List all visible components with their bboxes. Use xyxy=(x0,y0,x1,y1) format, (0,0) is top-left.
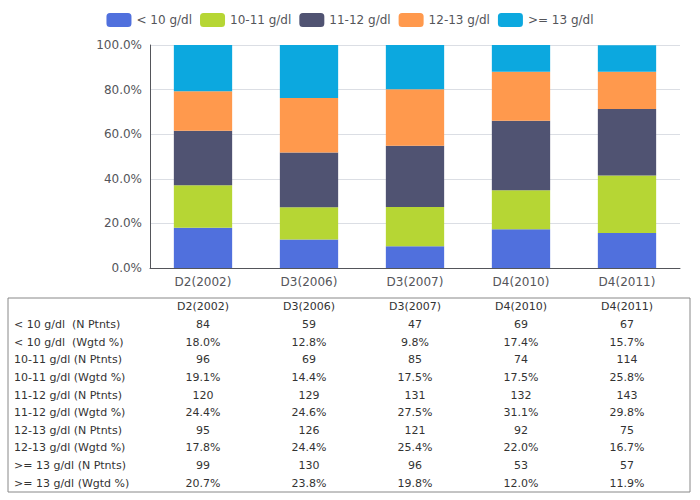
svg-text:14.4%: 14.4% xyxy=(292,371,327,384)
svg-text:29.8%: 29.8% xyxy=(610,406,645,419)
svg-text:25.8%: 25.8% xyxy=(610,371,645,384)
svg-text:D4(2011): D4(2011) xyxy=(599,275,656,289)
svg-text:24.4%: 24.4% xyxy=(292,441,327,454)
svg-text:15.7%: 15.7% xyxy=(610,336,645,349)
svg-text:D3(2006): D3(2006) xyxy=(281,275,338,289)
svg-text:11-12 g/dl (N Ptnts): 11-12 g/dl (N Ptnts) xyxy=(14,389,122,402)
svg-text:17.5%: 17.5% xyxy=(398,371,433,384)
svg-text:D3(2007): D3(2007) xyxy=(387,275,444,289)
svg-text:19.1%: 19.1% xyxy=(186,371,221,384)
svg-text:95: 95 xyxy=(196,424,210,437)
svg-text:92: 92 xyxy=(514,424,528,437)
svg-text:60.0%: 60.0% xyxy=(104,127,142,141)
svg-text:9.8%: 9.8% xyxy=(401,336,429,349)
svg-text:< 10 g/dl (N Ptnts): < 10 g/dl (N Ptnts) xyxy=(14,318,120,331)
svg-text:20.7%: 20.7% xyxy=(186,477,221,490)
svg-text:0.0%: 0.0% xyxy=(112,261,143,275)
svg-text:24.4%: 24.4% xyxy=(186,406,221,419)
svg-text:100.0%: 100.0% xyxy=(96,38,142,52)
svg-text:10-11 g/dl (N Ptnts): 10-11 g/dl (N Ptnts) xyxy=(14,353,122,366)
svg-text:25.4%: 25.4% xyxy=(398,441,433,454)
svg-text:>= 13 g/dl (Wgtd %): >= 13 g/dl (Wgtd %) xyxy=(14,477,129,490)
svg-text:>= 13 g/dl (N Ptnts): >= 13 g/dl (N Ptnts) xyxy=(14,459,126,472)
svg-text:96: 96 xyxy=(196,353,210,366)
svg-text:D3(2007): D3(2007) xyxy=(389,300,441,313)
svg-text:>= 13 g/dl: >= 13 g/dl xyxy=(528,13,594,27)
svg-text:10-11 g/dl (Wgtd %): 10-11 g/dl (Wgtd %) xyxy=(14,371,125,384)
svg-text:22.0%: 22.0% xyxy=(504,441,539,454)
svg-text:D2(2002): D2(2002) xyxy=(177,300,229,313)
svg-text:84: 84 xyxy=(196,318,210,331)
svg-text:17.5%: 17.5% xyxy=(504,371,539,384)
svg-text:114: 114 xyxy=(617,353,638,366)
svg-text:74: 74 xyxy=(514,353,528,366)
svg-text:69: 69 xyxy=(302,353,316,366)
svg-text:53: 53 xyxy=(514,459,528,472)
svg-text:D4(2011): D4(2011) xyxy=(601,300,653,313)
svg-text:12.8%: 12.8% xyxy=(292,336,327,349)
svg-text:24.6%: 24.6% xyxy=(292,406,327,419)
svg-text:130: 130 xyxy=(299,459,320,472)
svg-text:10-11 g/dl: 10-11 g/dl xyxy=(230,13,291,27)
svg-text:D2(2002): D2(2002) xyxy=(175,275,232,289)
svg-text:85: 85 xyxy=(408,353,422,366)
svg-text:23.8%: 23.8% xyxy=(292,477,327,490)
svg-text:19.8%: 19.8% xyxy=(398,477,433,490)
svg-text:11-12 g/dl: 11-12 g/dl xyxy=(329,13,390,27)
svg-text:75: 75 xyxy=(620,424,634,437)
svg-text:121: 121 xyxy=(405,424,426,437)
svg-text:18.0%: 18.0% xyxy=(186,336,221,349)
svg-text:< 10 g/dl: < 10 g/dl xyxy=(136,13,192,27)
svg-text:D4(2010): D4(2010) xyxy=(493,275,550,289)
svg-text:96: 96 xyxy=(408,459,422,472)
svg-text:40.0%: 40.0% xyxy=(104,172,142,186)
svg-text:143: 143 xyxy=(617,389,638,402)
svg-text:12-13 g/dl: 12-13 g/dl xyxy=(429,13,490,27)
svg-text:126: 126 xyxy=(299,424,320,437)
svg-text:31.1%: 31.1% xyxy=(504,406,539,419)
svg-text:80.0%: 80.0% xyxy=(104,83,142,97)
svg-text:< 10 g/dl (Wgtd %): < 10 g/dl (Wgtd %) xyxy=(14,336,124,349)
svg-text:47: 47 xyxy=(408,318,422,331)
svg-text:120: 120 xyxy=(193,389,214,402)
svg-text:17.4%: 17.4% xyxy=(504,336,539,349)
svg-text:99: 99 xyxy=(196,459,210,472)
svg-text:57: 57 xyxy=(620,459,634,472)
svg-text:69: 69 xyxy=(514,318,528,331)
svg-text:20.0%: 20.0% xyxy=(104,216,142,230)
svg-text:132: 132 xyxy=(511,389,532,402)
svg-text:12-13 g/dl (Wgtd %): 12-13 g/dl (Wgtd %) xyxy=(14,441,125,454)
svg-text:16.7%: 16.7% xyxy=(610,441,645,454)
svg-text:67: 67 xyxy=(620,318,634,331)
svg-text:59: 59 xyxy=(302,318,316,331)
svg-text:12-13 g/dl (N Ptnts): 12-13 g/dl (N Ptnts) xyxy=(14,424,122,437)
svg-text:11.9%: 11.9% xyxy=(610,477,645,490)
svg-text:131: 131 xyxy=(405,389,426,402)
svg-text:D4(2010): D4(2010) xyxy=(495,300,547,313)
svg-text:11-12 g/dl (Wgtd %): 11-12 g/dl (Wgtd %) xyxy=(14,406,125,419)
svg-text:17.8%: 17.8% xyxy=(186,441,221,454)
svg-text:129: 129 xyxy=(299,389,320,402)
svg-text:27.5%: 27.5% xyxy=(398,406,433,419)
svg-text:D3(2006): D3(2006) xyxy=(283,300,335,313)
svg-text:12.0%: 12.0% xyxy=(504,477,539,490)
